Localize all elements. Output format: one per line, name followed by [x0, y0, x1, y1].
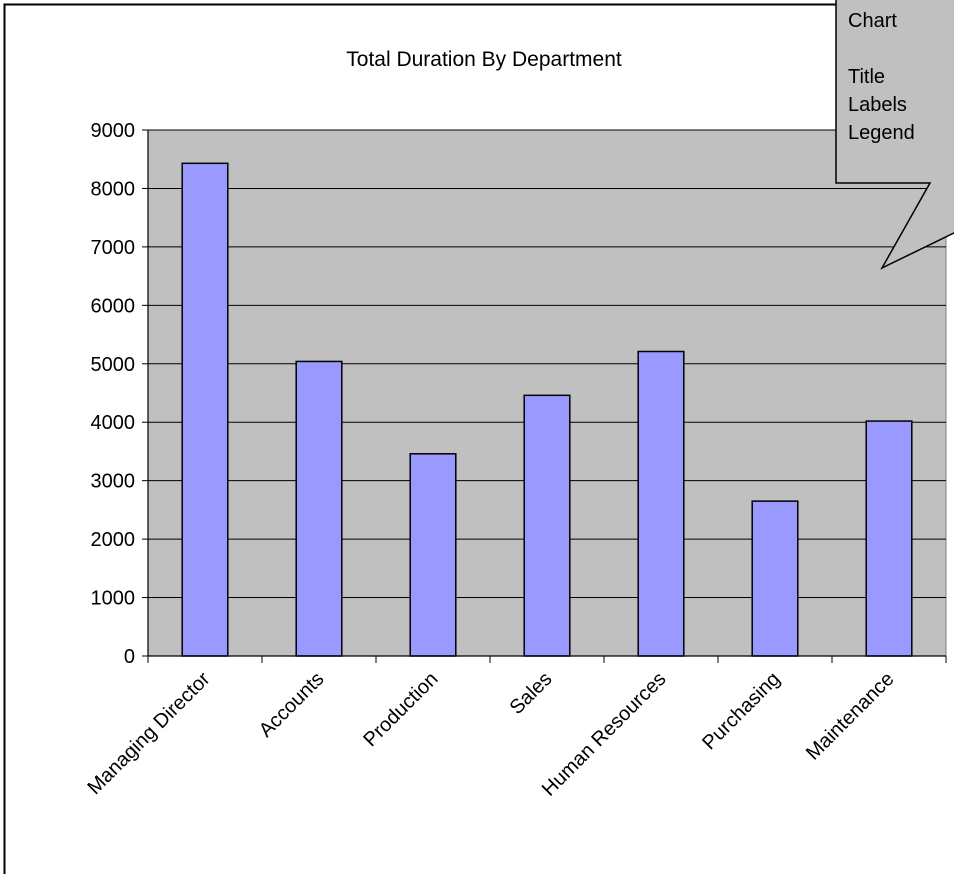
- bar: [637, 350, 685, 657]
- callout-line: Labels: [848, 94, 907, 116]
- y-tick-label: 4000: [91, 412, 136, 434]
- bar: [181, 162, 229, 657]
- bars: [181, 162, 913, 657]
- gridlines: [148, 129, 946, 599]
- y-tick-label: 5000: [91, 354, 136, 376]
- chart-title: Total Duration By Department: [346, 48, 622, 71]
- bar: [523, 394, 571, 657]
- y-tick-label: 9000: [91, 120, 136, 142]
- bar: [295, 360, 343, 657]
- y-tick-label: 1000: [91, 588, 136, 610]
- y-tick-label: 0: [124, 646, 135, 668]
- bar: [865, 420, 913, 657]
- bar: [409, 453, 457, 657]
- y-tick-labels: 0 1000 2000 3000 4000 5000 6000 7000 8000 9000: [91, 120, 136, 668]
- bar: [751, 500, 799, 657]
- y-tick-label: 2000: [91, 529, 136, 551]
- y-tick-label: 6000: [91, 295, 136, 317]
- callout-shape: [835, 0, 954, 270]
- axes: [142, 129, 947, 663]
- y-tick-label: 8000: [91, 178, 136, 200]
- chart-callout: Chart Title Labels Legend: [835, 0, 954, 270]
- y-tick-label: 3000: [91, 471, 136, 493]
- callout-line: Legend: [848, 122, 915, 144]
- callout-line: Title: [848, 66, 885, 88]
- y-tick-label: 7000: [91, 237, 136, 259]
- callout-text: Chart Title Labels Legend: [848, 10, 915, 144]
- callout-line: Chart: [848, 10, 897, 32]
